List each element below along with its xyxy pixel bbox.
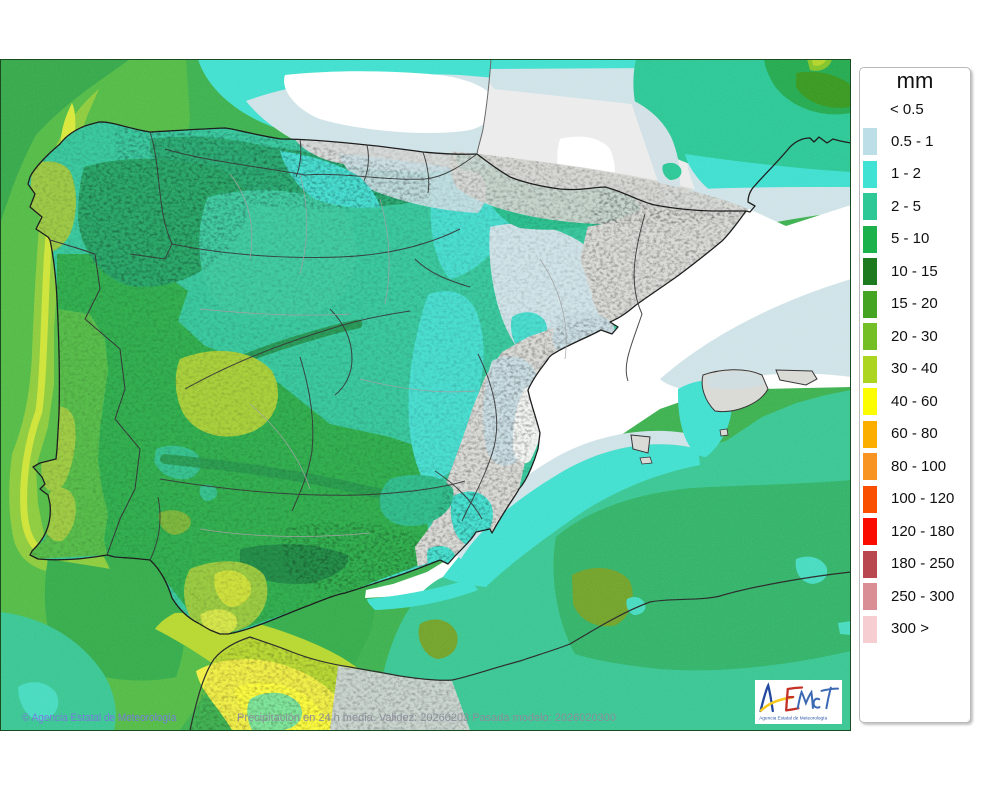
svg-text:Agencia Estatal de Meteorologí: Agencia Estatal de Meteorología [759,716,827,721]
